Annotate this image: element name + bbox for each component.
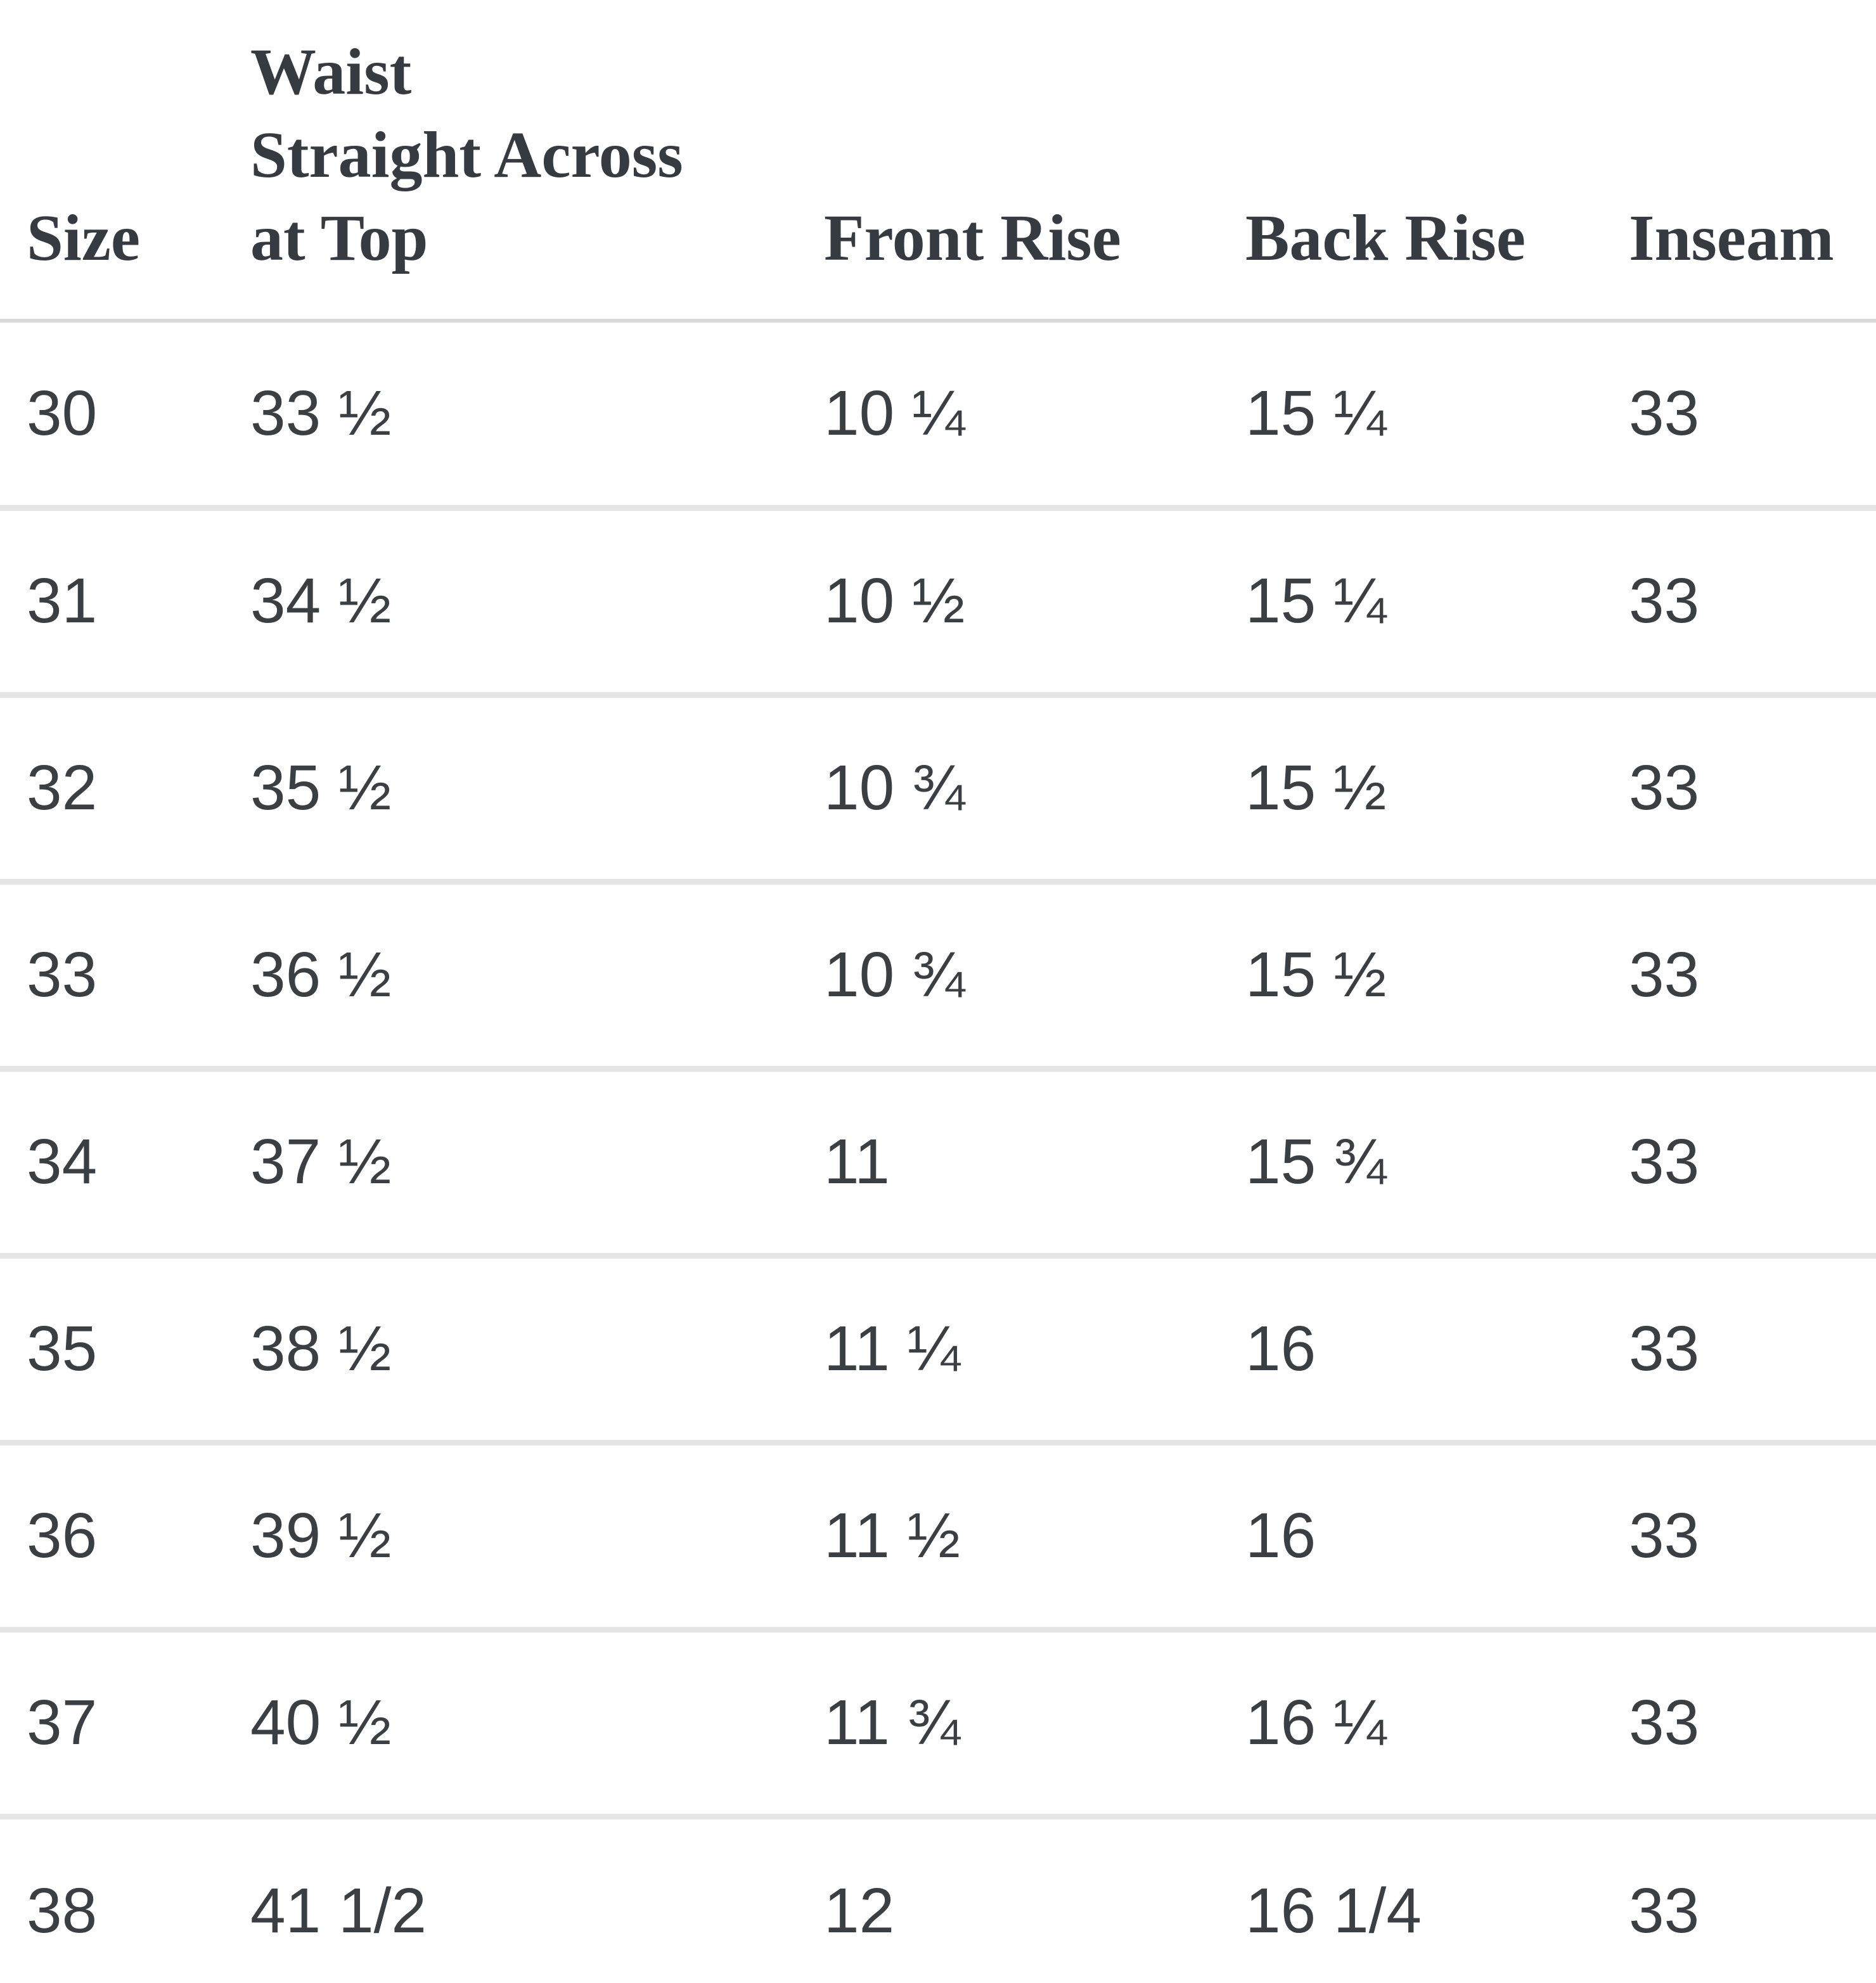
cell-front-rise: 11 ¾ <box>824 1629 1245 1819</box>
cell-inseam: 33 <box>1629 1442 1876 1633</box>
cell-size: 32 <box>0 695 250 885</box>
cell-size: 37 <box>0 1629 250 1819</box>
cell-size: 34 <box>0 1069 250 1259</box>
cell-inseam: 33 <box>1629 1255 1876 1446</box>
cell-size: 36 <box>0 1442 250 1633</box>
cell-size: 30 <box>0 321 250 511</box>
table-row: 31 34 ½ 10 ½ 15 ¼ 33 <box>0 508 1876 698</box>
cell-waist: 34 ½ <box>250 508 824 698</box>
table-row: 36 39 ½ 11 ½ 16 33 <box>0 1442 1876 1633</box>
cell-back-rise: 16 <box>1245 1442 1629 1633</box>
header-inseam: Inseam <box>1629 0 1876 323</box>
cell-back-rise: 16 <box>1245 1255 1629 1446</box>
cell-front-rise: 10 ¾ <box>824 695 1245 885</box>
table-row: 37 40 ½ 11 ¾ 16 ¼ 33 <box>0 1629 1876 1819</box>
header-front-rise: Front Rise <box>824 0 1245 323</box>
header-size: Size <box>0 0 250 323</box>
cell-inseam: 33 <box>1629 1629 1876 1819</box>
table-row: 32 35 ½ 10 ¾ 15 ½ 33 <box>0 695 1876 885</box>
cell-waist: 35 ½ <box>250 695 824 885</box>
cell-front-rise: 11 ½ <box>824 1442 1245 1633</box>
cell-front-rise: 11 <box>824 1069 1245 1259</box>
cell-size: 35 <box>0 1255 250 1446</box>
table-row: 33 36 ½ 10 ¾ 15 ½ 33 <box>0 882 1876 1072</box>
table-row: 30 33 ½ 10 ¼ 15 ¼ 33 <box>0 321 1876 511</box>
cell-size: 31 <box>0 508 250 698</box>
cell-size: 38 <box>27 1875 98 1947</box>
cell-front-rise: 10 ¾ <box>824 882 1245 1072</box>
cell-back-rise: 15 ¼ <box>1245 321 1629 511</box>
cell-waist: 41 1/2 <box>250 1875 427 1947</box>
cell-back-rise: 15 ½ <box>1245 695 1629 885</box>
cell-inseam: 33 <box>1629 882 1876 1072</box>
cell-front-rise: 10 ¼ <box>824 321 1245 511</box>
cell-size: 33 <box>0 882 250 1072</box>
cell-waist: 37 ½ <box>250 1069 824 1259</box>
cell-waist: 33 ½ <box>250 321 824 511</box>
header-row: Size Waist Straight Across at Top Front … <box>0 0 1876 323</box>
cell-inseam: 33 <box>1629 1069 1876 1259</box>
cell-inseam: 33 <box>1629 321 1876 511</box>
cell-back-rise: 15 ¼ <box>1245 508 1629 698</box>
table-row: 34 37 ½ 11 15 ¾ 33 <box>0 1069 1876 1259</box>
table-row: 38 41 1/2 12 16 1/4 33 <box>0 1816 1876 1983</box>
cell-waist: 38 ½ <box>250 1255 824 1446</box>
cell-front-rise: 10 ½ <box>824 508 1245 698</box>
cell-back-rise: 16 1/4 <box>1245 1875 1422 1947</box>
cell-inseam: 33 <box>1629 1875 1700 1947</box>
cell-inseam: 33 <box>1629 508 1876 698</box>
header-back-rise: Back Rise <box>1245 0 1629 323</box>
cell-waist: 40 ½ <box>250 1629 824 1819</box>
cell-front-rise: 12 <box>824 1875 895 1947</box>
table-row: 35 38 ½ 11 ¼ 16 33 <box>0 1255 1876 1446</box>
cell-back-rise: 16 ¼ <box>1245 1629 1629 1819</box>
cell-back-rise: 15 ½ <box>1245 882 1629 1072</box>
cell-waist: 36 ½ <box>250 882 824 1072</box>
cell-front-rise: 11 ¼ <box>824 1255 1245 1446</box>
header-waist: Waist Straight Across at Top <box>250 0 824 323</box>
cell-inseam: 33 <box>1629 695 1876 885</box>
cell-back-rise: 15 ¾ <box>1245 1069 1629 1259</box>
cell-waist: 39 ½ <box>250 1442 824 1633</box>
